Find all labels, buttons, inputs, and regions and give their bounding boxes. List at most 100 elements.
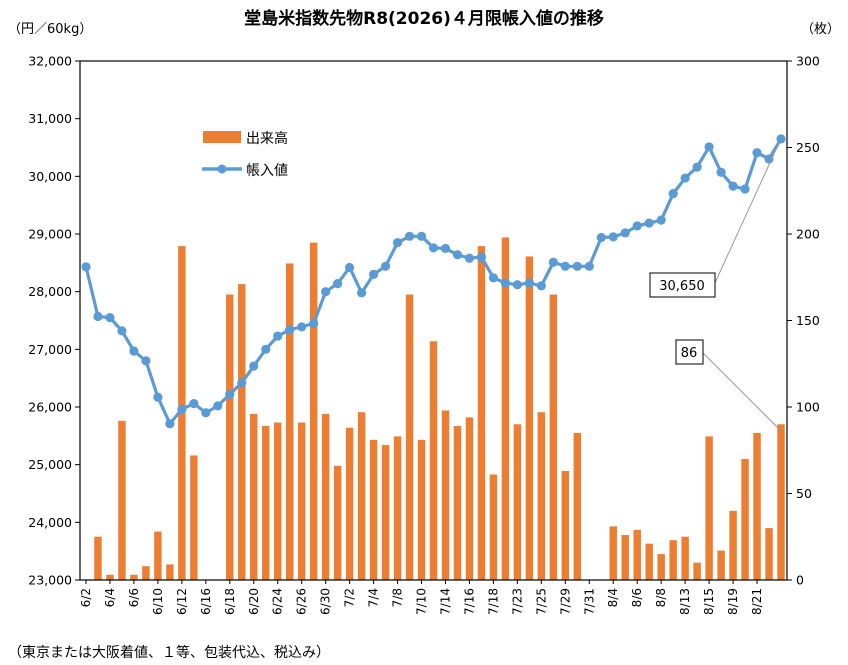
right-tick-label: 250 — [796, 140, 820, 155]
price-point — [297, 322, 307, 332]
price-point — [752, 148, 762, 158]
x-tick-label: 8/8 — [654, 588, 668, 607]
price-point — [512, 280, 522, 290]
price-point — [608, 232, 618, 242]
volume-bar — [501, 237, 510, 580]
callout-volume-leader — [701, 351, 782, 432]
price-point — [285, 325, 295, 335]
price-point — [153, 392, 163, 402]
volume-bar — [369, 439, 378, 580]
x-tick-label: 6/20 — [247, 588, 261, 615]
legend-label-volume: 出来高 — [246, 130, 288, 147]
price-point — [189, 398, 199, 409]
volume-bar — [417, 439, 426, 580]
volume-bar — [489, 474, 498, 580]
left-tick-label: 26,000 — [28, 400, 72, 415]
price-point — [716, 167, 726, 177]
price-point — [548, 257, 558, 267]
price-point — [333, 278, 343, 289]
price-point — [392, 238, 403, 248]
callout-price: 30,650 — [649, 142, 780, 298]
price-point — [321, 287, 331, 297]
price-point — [273, 331, 283, 341]
volume-bar — [381, 445, 390, 580]
footnote: （東京または大阪着値、１等、包装代込、税込み） — [8, 644, 330, 661]
price-point — [345, 262, 355, 273]
price-point — [261, 344, 271, 354]
price-point — [93, 311, 103, 322]
price-point — [225, 389, 235, 399]
price-point — [740, 184, 750, 194]
axes-layer: 23,000 24,000 25,000 26,000 27,000 28,000 29,0… — [28, 54, 820, 588]
right-axis-unit: （枚） — [801, 22, 840, 37]
volume-bar — [142, 566, 150, 580]
volume-bar — [669, 540, 677, 580]
callout-price-leader — [713, 142, 780, 286]
x-tick-label: 7/10 — [415, 588, 429, 615]
volume-bar — [250, 413, 258, 580]
volume-bar — [106, 574, 114, 580]
volume-bar — [309, 242, 318, 580]
volume-bar — [573, 432, 582, 580]
callout-price-text: 30,650 — [659, 279, 705, 294]
price-point — [764, 154, 774, 164]
right-tick-label: 50 — [796, 486, 812, 501]
price-point — [428, 243, 439, 253]
volume-bar — [525, 256, 534, 580]
volume-bar — [393, 436, 402, 580]
volume-bar — [477, 246, 486, 581]
x-tick-label: 8/13 — [678, 588, 692, 615]
volume-bar — [297, 422, 306, 580]
price-point — [237, 378, 247, 388]
x-tick-label: 6/30 — [319, 588, 333, 615]
x-tick-label: 7/25 — [534, 588, 548, 615]
volume-bar — [94, 536, 102, 580]
price-point — [704, 142, 714, 152]
price-point — [632, 221, 642, 231]
price-point — [464, 253, 475, 263]
x-tick-label: 6/18 — [223, 588, 237, 615]
price-point — [596, 232, 606, 243]
volume-bar — [729, 510, 737, 580]
volume-bar — [513, 424, 522, 580]
right-tick-label: 200 — [796, 227, 820, 242]
legend: 出来高 帳入値 — [202, 130, 288, 179]
volume-bar — [274, 422, 282, 580]
price-point — [656, 215, 666, 225]
x-tick-label: 6/6 — [127, 588, 141, 607]
callout-volume-text: 86 — [681, 346, 698, 361]
left-axis-unit: （円／60kg） — [8, 22, 92, 37]
price-point — [452, 250, 463, 260]
left-tick-label: 31,000 — [28, 111, 72, 126]
price-point — [81, 262, 91, 272]
legend-label-price: 帳入値 — [246, 163, 288, 179]
volume-bar — [681, 536, 689, 580]
price-point — [440, 243, 451, 254]
price-point — [249, 361, 259, 371]
volume-bar — [717, 550, 725, 580]
price-point — [476, 252, 487, 262]
right-tick-label: 100 — [796, 400, 820, 415]
price-point — [213, 401, 223, 411]
price-point — [357, 288, 367, 298]
price-point — [500, 278, 510, 288]
x-tick-label: 7/16 — [462, 588, 476, 615]
volume-bar — [657, 554, 665, 580]
x-tick-label: 6/26 — [295, 588, 309, 615]
volume-bar — [166, 564, 174, 580]
volume-bar — [621, 535, 629, 580]
price-point — [488, 273, 499, 283]
price-point — [141, 356, 151, 366]
x-tick-label: 7/2 — [343, 588, 357, 607]
x-tick-label: 6/10 — [151, 588, 165, 615]
bars-layer — [94, 237, 785, 581]
price-point — [524, 278, 534, 288]
price-point — [560, 261, 570, 271]
price-point — [572, 261, 582, 271]
x-tick-label: 8/4 — [606, 588, 620, 607]
price-point — [129, 346, 139, 356]
volume-bar — [453, 426, 462, 580]
price-point — [728, 181, 738, 191]
price-point — [177, 404, 187, 414]
volume-bar — [705, 436, 713, 580]
